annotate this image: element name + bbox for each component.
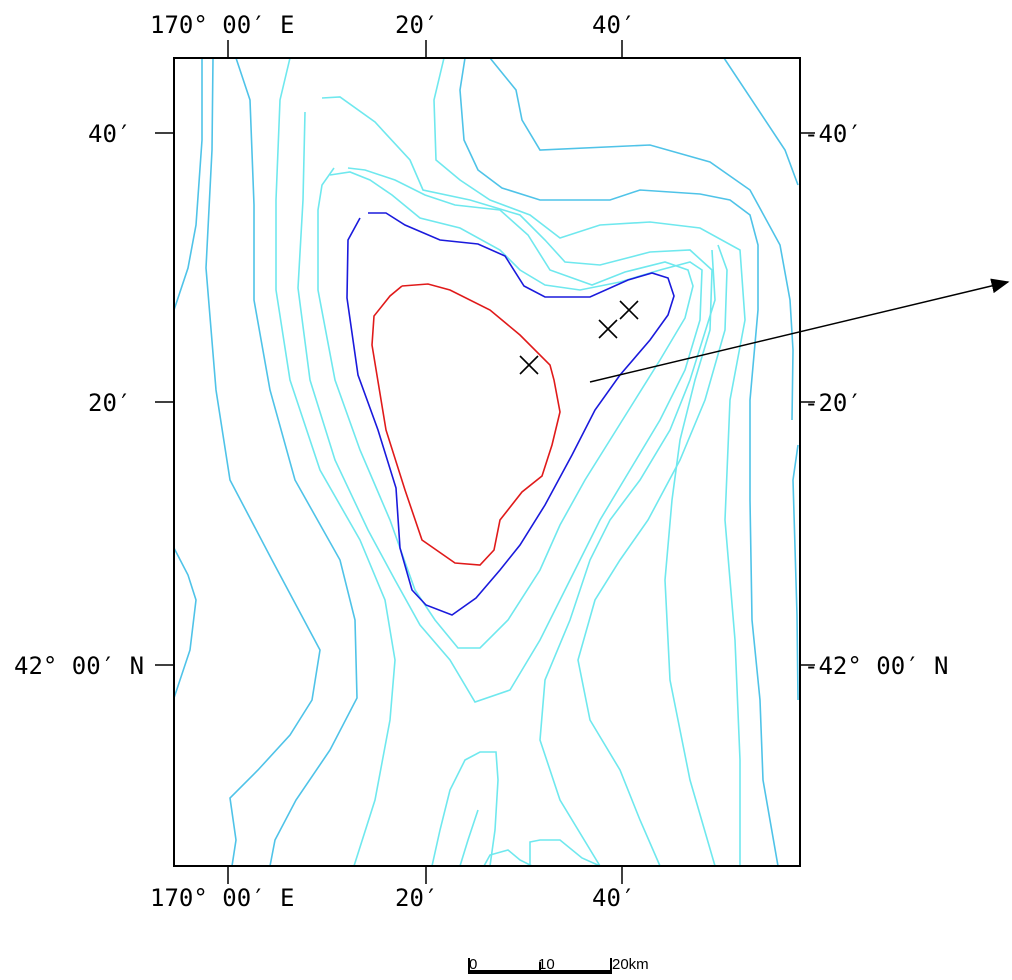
contour-line [459, 58, 779, 866]
scale-label-10: 10 [538, 956, 555, 973]
contour-line [723, 58, 799, 186]
contour-line [275, 58, 396, 866]
contour-line [174, 547, 197, 699]
scale-label-0: 0 [469, 956, 477, 973]
bottom-lon-label-0: 170° 00′ E [150, 884, 295, 912]
x-marker-2 [598, 319, 618, 339]
contour-line [205, 58, 321, 866]
contour-blue [346, 212, 675, 616]
contour-line [489, 58, 794, 421]
contour-line [297, 111, 703, 703]
right-lat-label-1: -20′ [804, 389, 862, 417]
scale-label-20km: 20km [612, 956, 649, 973]
contour-line [539, 249, 716, 866]
x-marker-3 [619, 300, 639, 320]
bottom-lon-label-1: 20′ [395, 884, 438, 912]
contour-line [174, 58, 203, 311]
contour-line [483, 849, 533, 866]
contour-line [235, 58, 358, 866]
right-lat-label-0: -40′ [804, 120, 862, 148]
contour-line [792, 444, 799, 701]
bottom-lon-label-2: 40′ [592, 884, 635, 912]
contour-lines [174, 58, 799, 866]
contour-line [317, 167, 694, 649]
contour-line [431, 751, 499, 866]
right-lat-label-2: -42° 00′ N [804, 652, 949, 680]
top-lon-label-0: 170° 00′ E [150, 11, 295, 39]
contour-line [433, 58, 746, 866]
top-lon-label-2: 40′ [592, 11, 635, 39]
top-lon-label-1: 20′ [395, 11, 438, 39]
left-lat-label-2: 42° 00′ N [14, 652, 144, 680]
contour-line [577, 244, 728, 866]
direction-arrow [589, 278, 1010, 383]
contour-line [529, 839, 601, 866]
tick-marks [155, 40, 815, 884]
contour-line [459, 809, 479, 866]
x-marker-1 [519, 355, 539, 375]
contour-red [371, 283, 561, 566]
contours-mid [275, 58, 746, 866]
contour-line [321, 96, 716, 866]
map-frame [173, 57, 801, 867]
left-lat-label-0: 40′ [88, 120, 131, 148]
contours-outer [174, 58, 799, 866]
scale-bar: 0 10 20km [468, 956, 649, 974]
left-lat-label-1: 20′ [88, 389, 131, 417]
